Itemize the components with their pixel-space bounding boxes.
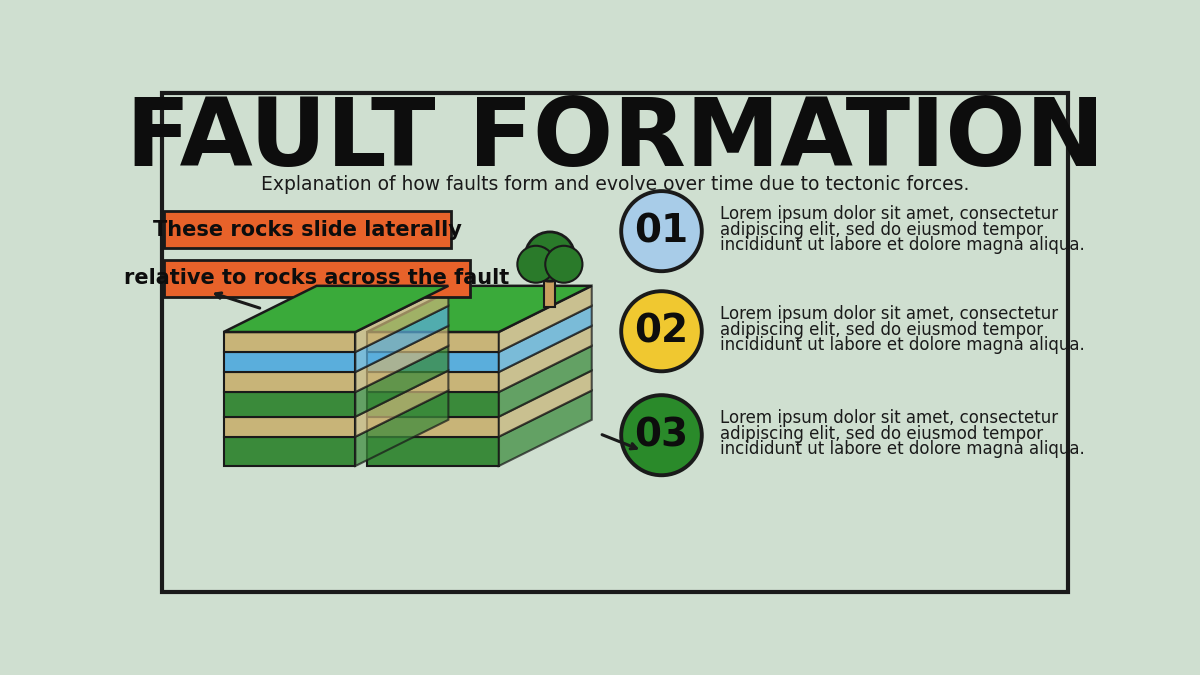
Polygon shape <box>223 332 355 352</box>
FancyBboxPatch shape <box>162 92 1068 591</box>
Text: Lorem ipsum dolor sit amet, consectetur: Lorem ipsum dolor sit amet, consectetur <box>720 205 1057 223</box>
Circle shape <box>622 395 702 475</box>
Circle shape <box>622 291 702 371</box>
Text: incididunt ut labore et dolore magna aliqua.: incididunt ut labore et dolore magna ali… <box>720 440 1085 458</box>
Polygon shape <box>355 371 449 437</box>
Text: 01: 01 <box>635 212 689 250</box>
Polygon shape <box>355 391 449 466</box>
Polygon shape <box>223 372 355 392</box>
Polygon shape <box>367 392 499 416</box>
Text: Explanation of how faults form and evolve over time due to tectonic forces.: Explanation of how faults form and evolv… <box>260 176 970 194</box>
Polygon shape <box>367 372 499 392</box>
Text: adipiscing elit, sed do eiusmod tempor: adipiscing elit, sed do eiusmod tempor <box>720 321 1043 339</box>
FancyBboxPatch shape <box>164 211 451 248</box>
Polygon shape <box>367 416 499 437</box>
Polygon shape <box>223 392 355 416</box>
Polygon shape <box>367 332 499 352</box>
FancyBboxPatch shape <box>164 260 470 296</box>
Circle shape <box>517 246 554 283</box>
Polygon shape <box>499 306 592 372</box>
Polygon shape <box>499 326 592 392</box>
Polygon shape <box>223 437 355 466</box>
Text: 03: 03 <box>635 416 689 454</box>
Text: Lorem ipsum dolor sit amet, consectetur: Lorem ipsum dolor sit amet, consectetur <box>720 409 1057 427</box>
Polygon shape <box>367 352 499 372</box>
Polygon shape <box>545 279 556 306</box>
Polygon shape <box>355 346 449 416</box>
Polygon shape <box>223 286 449 332</box>
Text: adipiscing elit, sed do eiusmod tempor: adipiscing elit, sed do eiusmod tempor <box>720 425 1043 443</box>
Text: FAULT FORMATION: FAULT FORMATION <box>126 95 1104 186</box>
Text: relative to rocks across the fault: relative to rocks across the fault <box>125 268 510 288</box>
Polygon shape <box>355 326 449 392</box>
Polygon shape <box>367 286 592 332</box>
Text: incididunt ut labore et dolore magna aliqua.: incididunt ut labore et dolore magna ali… <box>720 336 1085 354</box>
Text: Lorem ipsum dolor sit amet, consectetur: Lorem ipsum dolor sit amet, consectetur <box>720 305 1057 323</box>
Text: incididunt ut labore et dolore magna aliqua.: incididunt ut labore et dolore magna ali… <box>720 236 1085 254</box>
Text: These rocks slide laterally: These rocks slide laterally <box>152 219 462 240</box>
Polygon shape <box>499 371 592 437</box>
Polygon shape <box>223 352 355 372</box>
Circle shape <box>545 246 582 283</box>
Polygon shape <box>499 346 592 416</box>
Polygon shape <box>355 286 449 352</box>
Polygon shape <box>355 306 449 372</box>
Polygon shape <box>499 391 592 466</box>
Polygon shape <box>367 437 499 466</box>
Text: 02: 02 <box>635 313 689 350</box>
Polygon shape <box>223 416 355 437</box>
Text: adipiscing elit, sed do eiusmod tempor: adipiscing elit, sed do eiusmod tempor <box>720 221 1043 238</box>
Polygon shape <box>499 286 592 352</box>
Circle shape <box>526 232 575 281</box>
Circle shape <box>622 191 702 271</box>
